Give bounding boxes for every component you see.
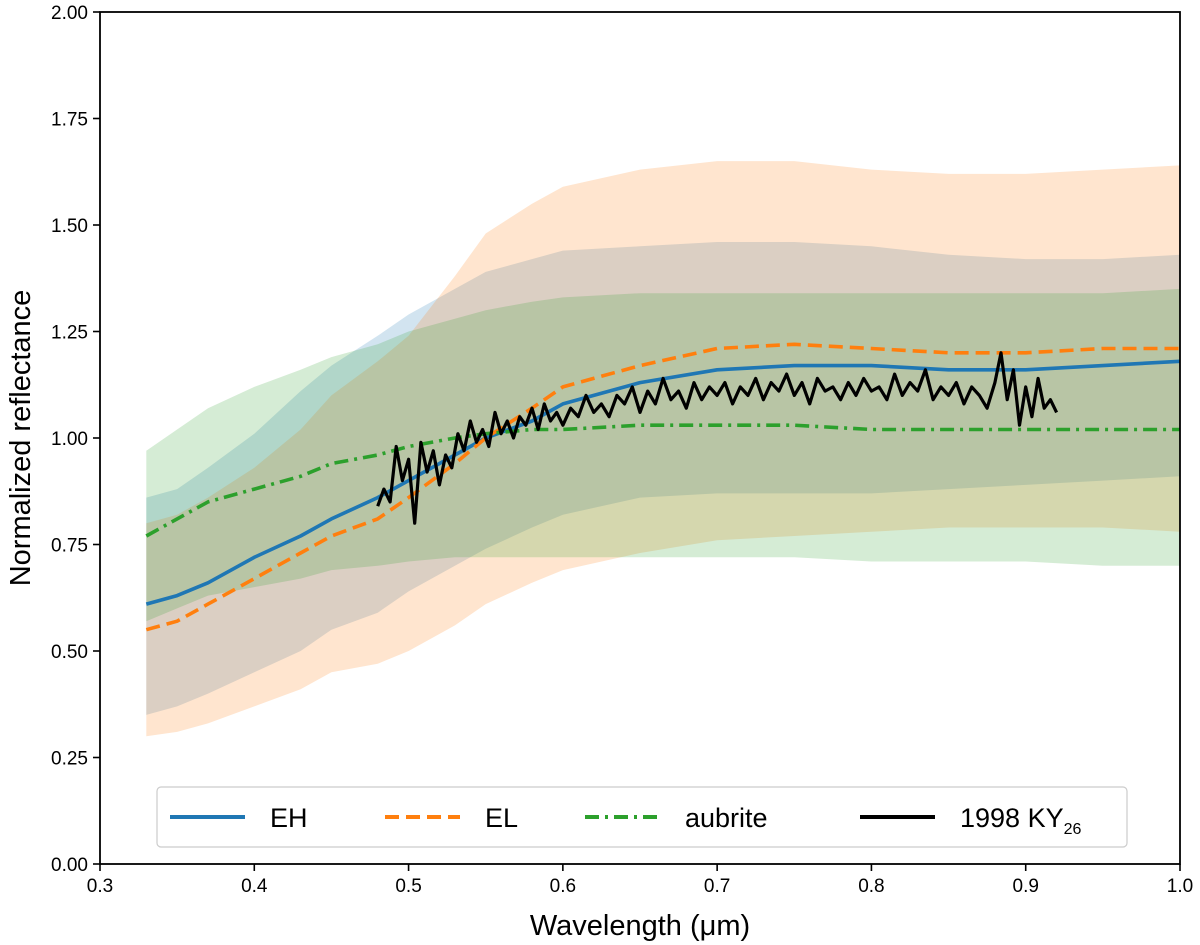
band-aubrite — [146, 288, 1180, 622]
x-tick-label: 1.0 — [1167, 876, 1193, 897]
x-tick-label: 0.8 — [858, 876, 884, 897]
x-tick-label: 0.7 — [704, 876, 730, 897]
uncertainty-bands — [146, 161, 1180, 737]
y-axis-ticks: 0.00 0.25 0.50 0.75 1.00 1.25 1.50 1.75 2.00 — [51, 3, 100, 876]
legend-label-eh: EH — [270, 803, 308, 833]
y-tick-label: 1.50 — [51, 216, 88, 237]
x-axis-ticks: 0.3 0.4 0.5 0.6 0.7 0.8 0.9 1.0 — [87, 864, 1193, 897]
legend: EH EL aubrite 1998 KY26 — [156, 786, 1128, 848]
y-tick-label: 0.50 — [51, 642, 88, 663]
legend-label-aubrite: aubrite — [685, 803, 768, 833]
x-tick-label: 0.9 — [1013, 876, 1039, 897]
y-tick-label: 0.75 — [51, 536, 88, 557]
y-tick-label: 2.00 — [51, 3, 88, 24]
y-tick-label: 0.00 — [51, 855, 88, 876]
band-eh — [146, 242, 1180, 715]
series-lines — [145, 342, 1181, 632]
band-el — [146, 161, 1180, 737]
y-axis-label: Normalized reflectance — [5, 290, 37, 587]
legend-box — [156, 786, 1128, 848]
y-tick-label: 1.25 — [51, 323, 88, 344]
series-line-aubrite — [145, 423, 1180, 538]
y-tick-label: 1.00 — [51, 429, 88, 450]
series-line-1998-ky — [376, 351, 1059, 525]
x-tick-label: 0.4 — [241, 876, 268, 897]
x-axis-label: Wavelength (μm) — [530, 910, 750, 942]
legend-label-1998-ky: 1998 KY26 — [960, 803, 1081, 838]
y-tick-label: 1.75 — [51, 110, 88, 131]
y-tick-label: 0.25 — [51, 749, 88, 770]
x-tick-label: 0.6 — [550, 876, 576, 897]
x-tick-label: 0.5 — [395, 876, 421, 897]
x-tick-label: 0.3 — [87, 876, 113, 897]
legend-label-el: EL — [485, 803, 518, 833]
legend-label-subscript: 26 — [1064, 821, 1082, 838]
